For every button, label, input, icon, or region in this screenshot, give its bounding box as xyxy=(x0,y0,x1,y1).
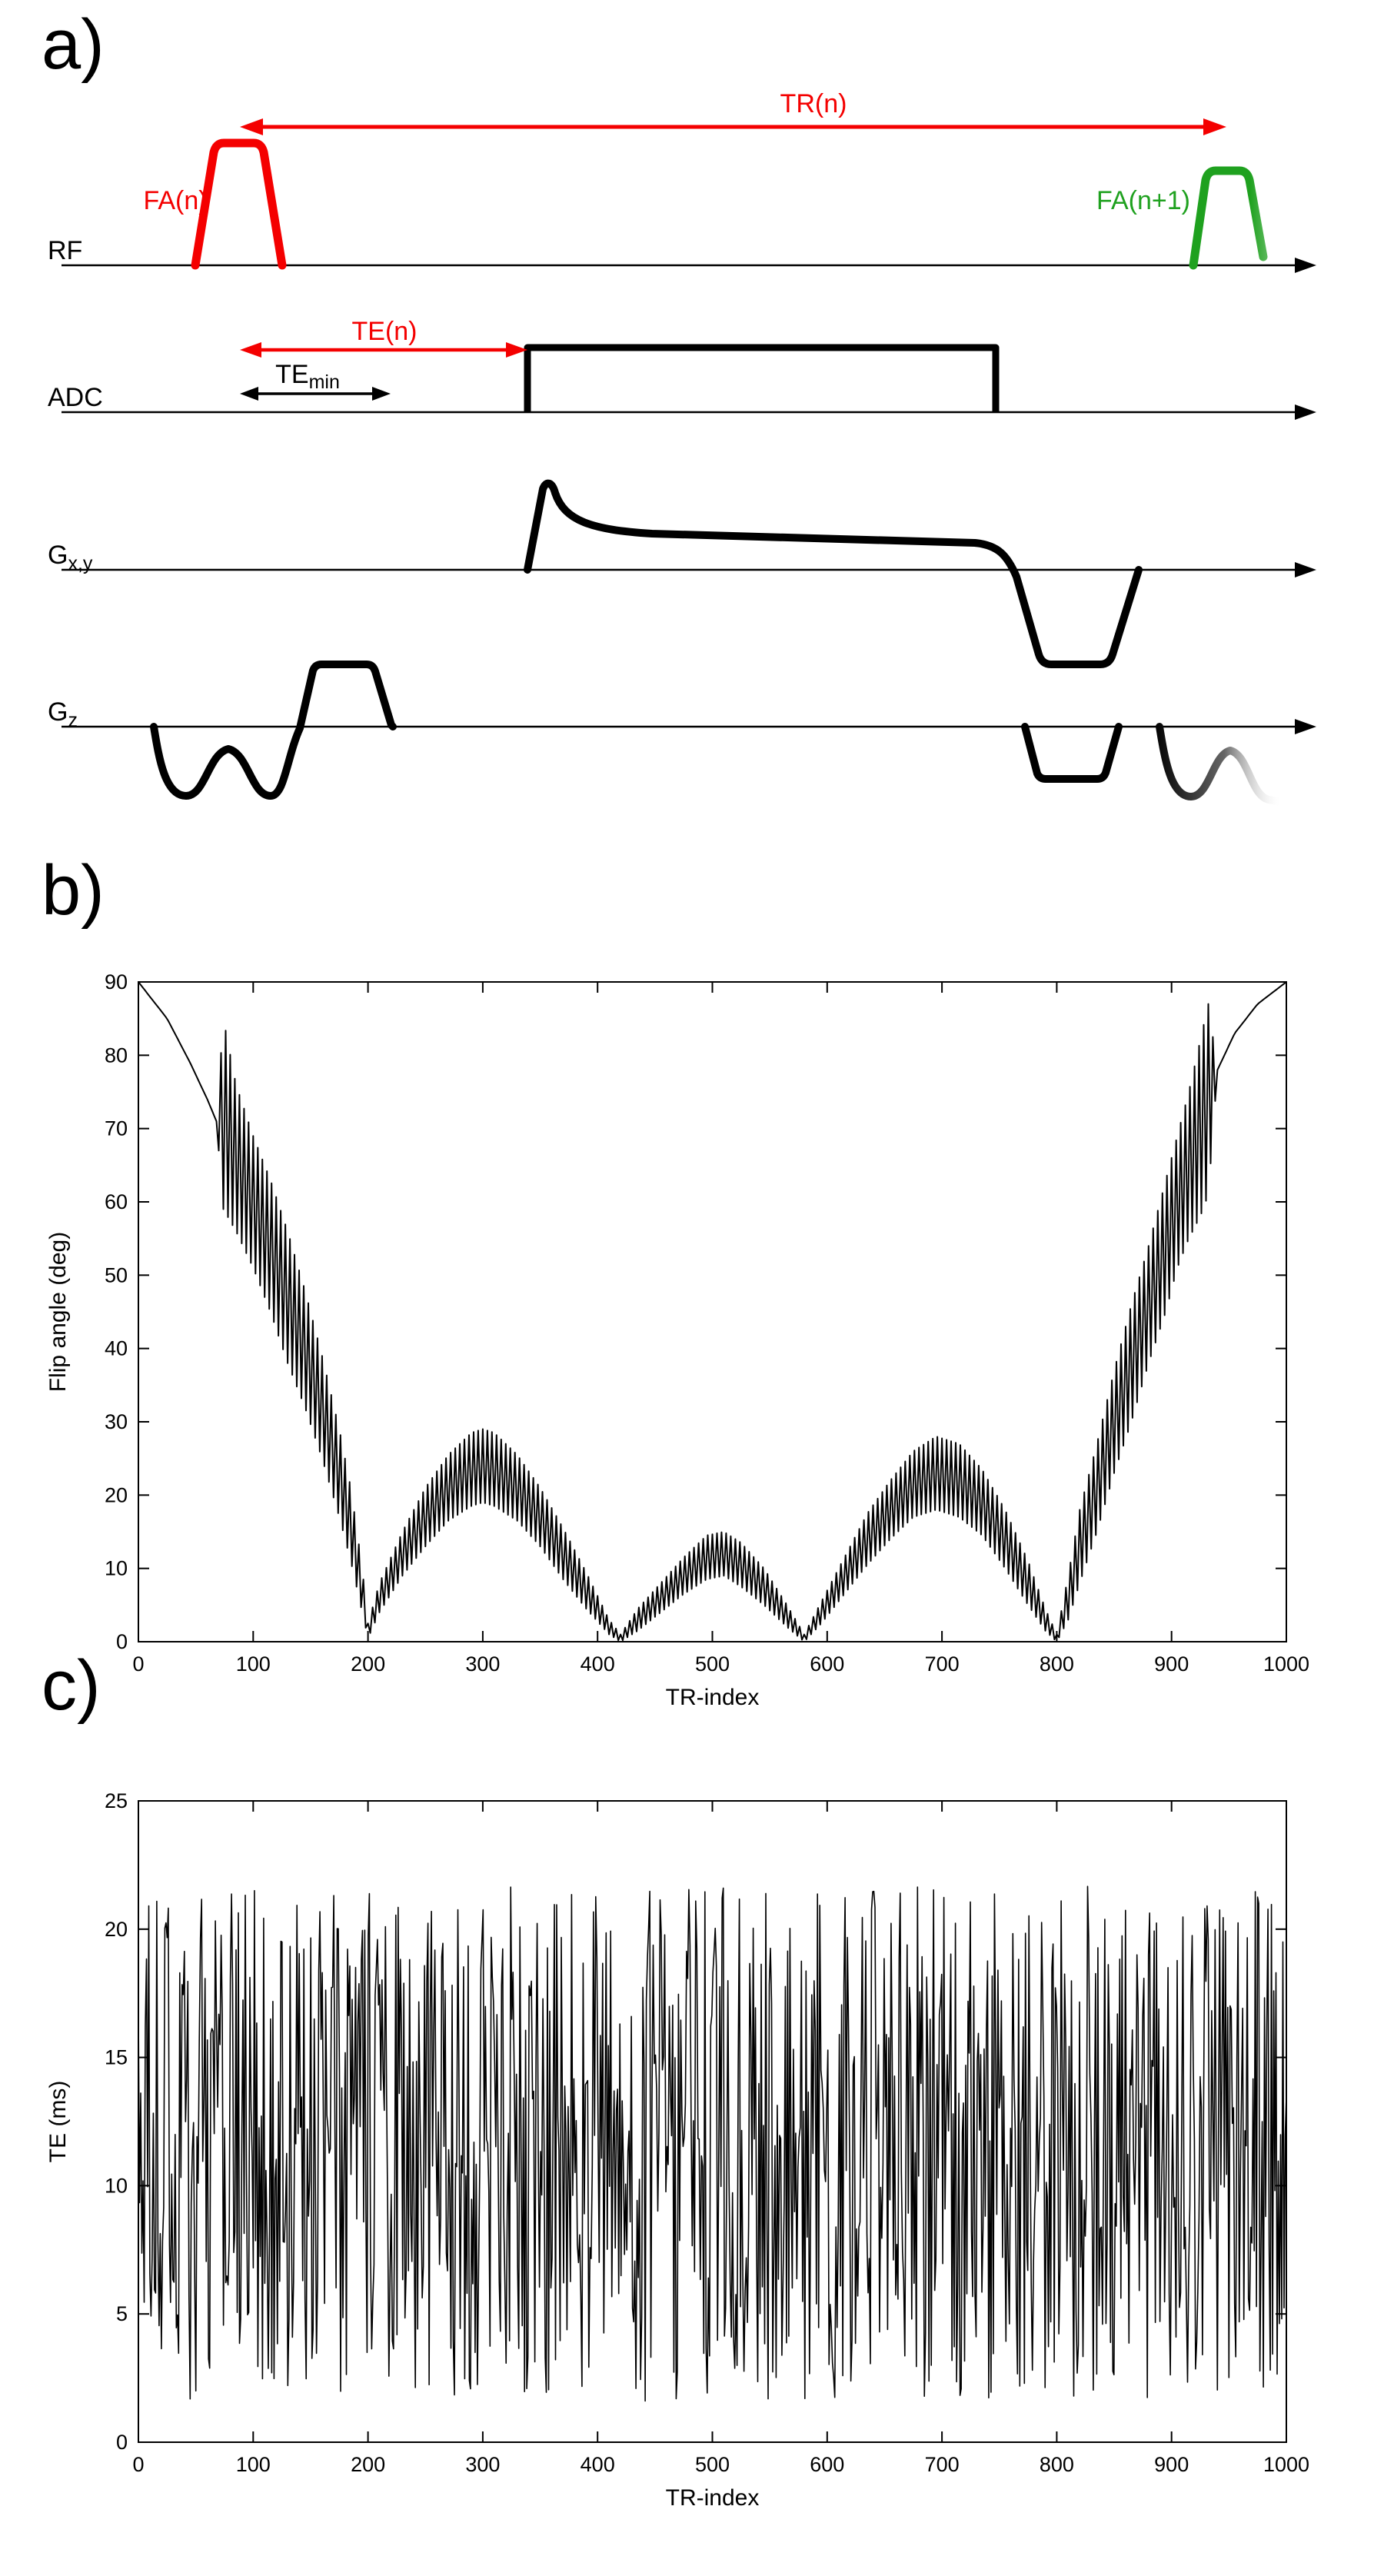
x-tick-label: 900 xyxy=(1154,2453,1189,2476)
x-axis-label: TR-index xyxy=(666,1685,760,1710)
gz-next-tr-faded xyxy=(1156,723,1284,806)
x-tick-label: 300 xyxy=(465,1652,500,1676)
rf-axis-arrowhead xyxy=(1295,258,1316,273)
y-tick-label: 0 xyxy=(116,1630,128,1653)
y-tick-label: 30 xyxy=(105,1410,128,1433)
te-shuffle-series xyxy=(138,1885,1287,2402)
gxy-row: Gx,y xyxy=(48,479,1316,668)
y-tick-label: 25 xyxy=(105,1789,128,1812)
x-tick-label: 0 xyxy=(132,2453,144,2476)
x-tick-label: 700 xyxy=(925,1652,960,1676)
x-tick-label: 400 xyxy=(581,1652,615,1676)
flip-angle-train-series xyxy=(138,981,1287,1642)
gxy-row-label: Gx,y xyxy=(48,541,93,574)
x-tick-label: 500 xyxy=(695,1652,730,1676)
x-tick-label: 1000 xyxy=(1263,1652,1309,1676)
gz-row: Gz xyxy=(48,661,1316,806)
tr-arrow-left-head xyxy=(240,118,263,135)
panel-a-letter: a) xyxy=(42,5,105,84)
x-tick-label: 800 xyxy=(1040,2453,1074,2476)
fa-current-label: FA(n) xyxy=(143,186,207,215)
y-tick-label: 10 xyxy=(105,2174,128,2197)
x-tick-label: 600 xyxy=(810,1652,844,1676)
x-tick-label: 200 xyxy=(351,2453,385,2476)
rf-row: RF FA(n) FA(n+1) xyxy=(48,138,1316,273)
x-tick-label: 300 xyxy=(465,2453,500,2476)
gxy-axis-arrowhead xyxy=(1295,562,1316,577)
gxy-readout-gradient xyxy=(524,479,1143,668)
y-tick-label: 60 xyxy=(105,1190,128,1213)
gz-label-sub: z xyxy=(68,710,78,731)
x-tick-label: 800 xyxy=(1040,1652,1074,1676)
fa-next-label: FA(n+1) xyxy=(1096,186,1190,215)
rf-pulse-current xyxy=(191,138,287,270)
x-tick-label: 900 xyxy=(1154,1652,1189,1676)
y-axis-label: TE (ms) xyxy=(45,2081,71,2163)
x-tick-label: 400 xyxy=(581,2453,615,2476)
x-tick-label: 200 xyxy=(351,1652,385,1676)
x-tick-label: 0 xyxy=(132,1652,144,1676)
y-tick-label: 20 xyxy=(105,1918,128,1941)
tr-arrow-right-head xyxy=(1203,118,1226,135)
te-min-arrow-right-head xyxy=(372,387,391,401)
x-tick-label: 100 xyxy=(236,1652,271,1676)
te-arrow-right-head xyxy=(506,342,527,358)
x-tick-label: 500 xyxy=(695,2453,730,2476)
adc-readout-window xyxy=(524,344,1000,412)
panel-c-letter: c) xyxy=(42,1646,101,1725)
x-tick-label: 100 xyxy=(236,2453,271,2476)
gz-label-main: G xyxy=(48,697,68,727)
y-axis-label: Flip angle (deg) xyxy=(45,1232,71,1392)
tr-label: TR(n) xyxy=(780,89,847,118)
te-arrow-left-head xyxy=(240,342,261,358)
gz-row-label: Gz xyxy=(48,697,78,731)
adc-row-label: ADC xyxy=(48,383,103,412)
pulse-sequence-diagram: RF FA(n) FA(n+1) TR(n) ADC TE(n) xyxy=(48,89,1316,806)
y-tick-label: 40 xyxy=(105,1337,128,1360)
rf-row-label: RF xyxy=(48,236,82,265)
y-tick-label: 5 xyxy=(116,2302,128,2325)
gz-end-spoiler xyxy=(1021,723,1123,783)
y-tick-label: 0 xyxy=(116,2431,128,2454)
gxy-label-sub: x,y xyxy=(68,553,92,574)
x-tick-label: 1000 xyxy=(1263,2453,1309,2476)
y-tick-label: 15 xyxy=(105,2046,128,2069)
gz-slice-select-rephase xyxy=(150,661,397,800)
x-tick-label: 700 xyxy=(925,2453,960,2476)
y-tick-label: 90 xyxy=(105,970,128,993)
y-tick-label: 50 xyxy=(105,1263,128,1286)
x-axis-label: TR-index xyxy=(666,2485,760,2511)
tr-arrow: TR(n) xyxy=(240,89,1226,135)
gz-axis-arrowhead xyxy=(1295,719,1316,734)
x-tick-label: 600 xyxy=(810,2453,844,2476)
adc-axis-arrowhead xyxy=(1295,404,1316,420)
panel-b-letter: b) xyxy=(42,851,105,930)
y-tick-label: 10 xyxy=(105,1557,128,1580)
te-min-label-sub: min xyxy=(309,371,340,393)
y-tick-label: 80 xyxy=(105,1043,128,1067)
te-min-label: TEmin xyxy=(275,360,340,393)
rf-pulse-next xyxy=(1189,166,1268,270)
gxy-label-main: G xyxy=(48,541,68,570)
y-tick-label: 70 xyxy=(105,1117,128,1140)
y-tick-label: 20 xyxy=(105,1483,128,1506)
adc-row: ADC TE(n) TEmin xyxy=(48,317,1316,420)
te-min-label-main: TE xyxy=(275,360,308,389)
te-min-arrow-left-head xyxy=(240,387,258,401)
te-label: TE(n) xyxy=(352,317,418,346)
